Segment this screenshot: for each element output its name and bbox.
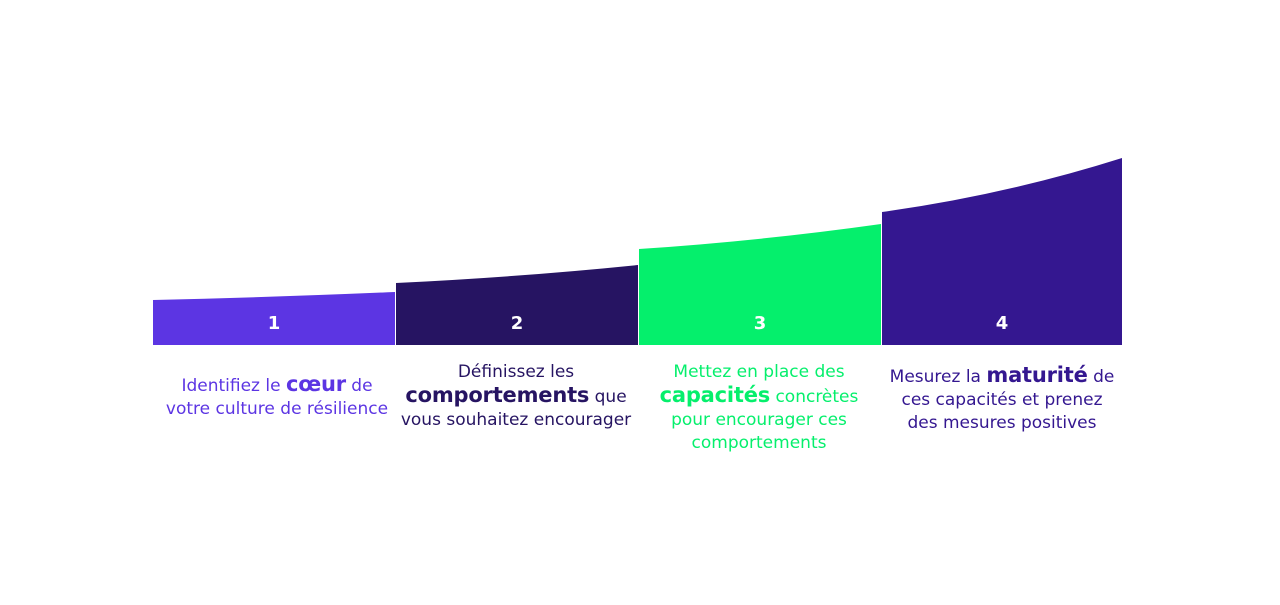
step-3-text-before: Mettez en place des [673, 362, 845, 382]
step-2-caption: Définissez les comportements que vous so… [398, 361, 634, 432]
step-2-shape [396, 265, 638, 345]
step-4-caption: Mesurez la maturité de ces capacités et … [884, 364, 1120, 435]
step-2-highlight: comportements [405, 383, 590, 407]
step-1-text-after: de votre culture de résilience [165, 376, 389, 419]
step-3-text-after: concrètes pour encourager ces comporteme… [671, 387, 859, 453]
step-4-shape [882, 158, 1122, 345]
step-4-text-before: Mesurez la [889, 367, 987, 387]
step-1-shape [153, 292, 395, 345]
step-4-highlight: maturité [986, 363, 1088, 387]
step-2-text-before: Définissez les [457, 362, 575, 382]
step-3-caption: Mettez en place des capacités concrètes … [641, 361, 877, 455]
step-3-shape [639, 224, 881, 345]
step-3-highlight: capacités [659, 383, 771, 407]
step-3-number: 3 [754, 313, 767, 334]
step-1-number: 1 [268, 313, 281, 334]
step-4-number: 4 [996, 313, 1009, 334]
step-2-text-after: que vous souhaitez encourager [400, 387, 632, 430]
step-1-highlight: cœur [285, 372, 346, 396]
step-1-caption: Identifiez le cœur de votre culture de r… [159, 373, 395, 421]
step-1-text-before: Identifiez le [181, 376, 286, 396]
step-4-text-after: de ces capacités et prenez des mesures p… [901, 367, 1115, 433]
step-2-number: 2 [511, 313, 524, 334]
